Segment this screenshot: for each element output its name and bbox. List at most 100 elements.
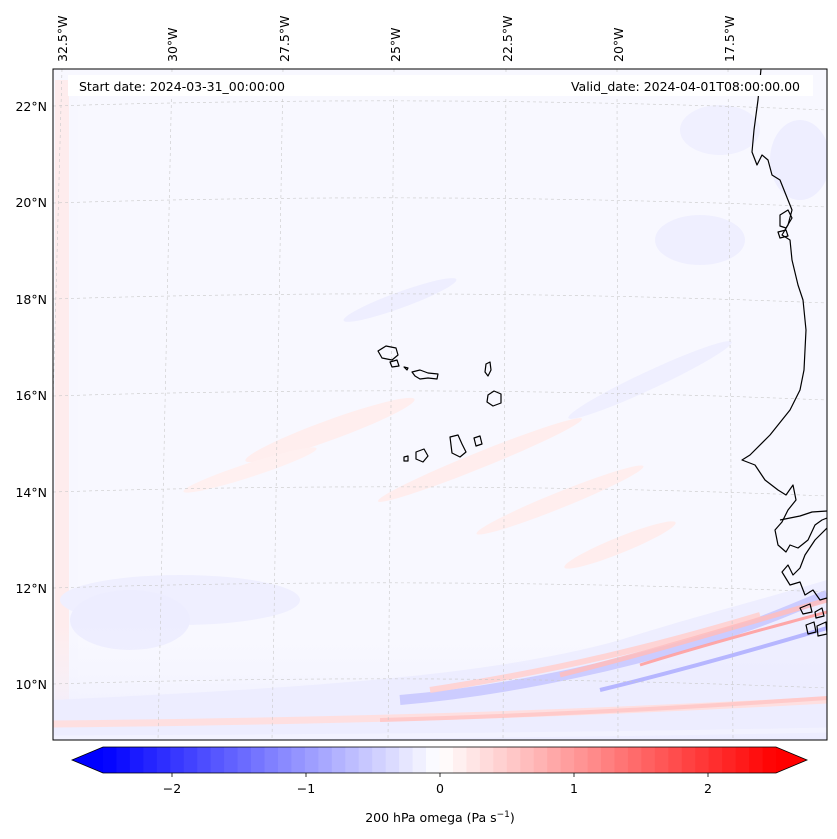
parallel-12n	[53, 582, 827, 593]
colorbar-bin	[224, 747, 238, 773]
colorbar-bin	[183, 747, 198, 773]
colorbar-bin	[170, 747, 185, 773]
brava-island	[403, 455, 409, 462]
colorbar-label: 200 hPa omega (Pa s−1)	[365, 810, 515, 825]
santo-antao-island	[377, 345, 399, 361]
colorbar-bin	[614, 747, 629, 773]
colorbar-bin	[237, 747, 252, 773]
colorbar-bin	[197, 747, 212, 773]
cap-blanc	[777, 209, 793, 239]
lat-label-20n: 20°N	[15, 195, 47, 210]
colorbar-bins	[72, 747, 807, 773]
colorbar-bin	[574, 747, 588, 773]
coastlines	[741, 69, 827, 637]
colorbar-bin	[627, 747, 642, 773]
meridian-25w	[387, 69, 395, 740]
colorbar-bin	[412, 747, 427, 773]
african-coastline	[741, 69, 827, 553]
colorbar-tick-label: 2	[704, 781, 712, 796]
longitude-labels: 32.5°W 30°W 27.5°W 25°W 22.5°W 20°W 17.5…	[55, 16, 737, 62]
colorbar-bin	[668, 747, 683, 773]
colorbar-bin	[116, 747, 131, 773]
lon-label-27-5w: 27.5°W	[277, 16, 292, 62]
lat-label-12n: 12°N	[15, 581, 47, 596]
colorbar-extend-low	[72, 747, 103, 773]
colorbar-bin	[277, 747, 292, 773]
colorbar-bin	[156, 747, 171, 773]
colorbar-bin	[533, 747, 548, 773]
colorbar-tick-label: −1	[297, 781, 315, 796]
colorbar-bin	[547, 747, 562, 773]
colorbar-bin	[722, 747, 737, 773]
colorbar-bin	[506, 747, 521, 773]
colorbar-bin	[601, 747, 615, 773]
colorbar-tick-label: 1	[570, 781, 578, 796]
valid-date-label: Valid_date: 2024-04-01T08:00:00.00	[571, 79, 800, 94]
lon-label-20w: 20°W	[611, 27, 626, 62]
colorbar-bin	[479, 747, 494, 773]
bijagos-islands	[799, 603, 827, 637]
sal-island	[484, 361, 492, 377]
colorbar-ticks	[171, 773, 709, 777]
colorbar-extend-high	[776, 747, 807, 773]
colorbar-bin	[251, 747, 265, 773]
map-panel: Start date: 2024-03-31_00:00:00 Valid_da…	[53, 69, 827, 740]
santiago-island	[449, 434, 467, 458]
colorbar-bin	[358, 747, 373, 773]
colorbar-bin	[749, 747, 763, 773]
parallel-16n	[53, 390, 827, 401]
colorbar-bin	[520, 747, 535, 773]
latitude-labels: 22°N 20°N 18°N 16°N 14°N 12°N 10°N	[15, 99, 47, 692]
colorbar-bin	[466, 747, 481, 773]
meridian-27-5w	[271, 69, 284, 740]
meridian-20w	[616, 69, 619, 740]
colorbar-bin	[345, 747, 360, 773]
colorbar-bin	[439, 747, 454, 773]
colorbar-bin	[331, 747, 346, 773]
gambia-estuary	[779, 510, 827, 521]
colorbar-bin	[264, 747, 279, 773]
parallel-22n	[53, 100, 827, 111]
colorbar-bin	[641, 747, 656, 773]
colorbar-bin	[291, 747, 306, 773]
colorbar: −2 −1 0 1 2 200 hPa omega (Pa s−1)	[70, 746, 809, 825]
sao-vicente-island	[389, 359, 400, 368]
colorbar-bin	[587, 747, 602, 773]
colorbar-bin	[385, 747, 400, 773]
colorbar-bin	[735, 747, 750, 773]
colorbar-bin	[708, 747, 723, 773]
omega-field-features	[53, 80, 827, 740]
boa-vista-island	[486, 390, 502, 407]
map-frame	[52, 68, 828, 741]
colorbar-bin	[452, 747, 467, 773]
colorbar-bin	[681, 747, 696, 773]
lon-label-17-5w: 17.5°W	[722, 16, 737, 62]
cape-verde-islands	[377, 345, 502, 463]
lon-label-22-5w: 22.5°W	[500, 16, 515, 62]
colorbar-bin	[103, 747, 117, 773]
fogo-island	[415, 448, 429, 463]
colorbar-bin	[304, 747, 319, 773]
colorbar-bin	[493, 747, 508, 773]
colorbar-bin	[143, 747, 158, 773]
colorbar-bin	[372, 747, 387, 773]
colorbar-bin	[210, 747, 225, 773]
colorbar-tick-labels: −2 −1 0 1 2	[163, 781, 712, 796]
parallel-20n	[53, 197, 827, 208]
meridian-30w	[157, 69, 173, 740]
colorbar-bin	[399, 747, 413, 773]
colorbar-bin	[654, 747, 669, 773]
colorbar-bin	[129, 747, 144, 773]
colorbar-bin	[560, 747, 575, 773]
parallel-14n	[53, 486, 827, 497]
lat-label-22n: 22°N	[15, 99, 47, 114]
colorbar-bin	[762, 747, 777, 773]
lat-label-16n: 16°N	[15, 388, 47, 403]
santa-luzia-island	[403, 366, 409, 371]
lon-label-25w: 25°W	[388, 27, 403, 62]
meridian-22-5w	[502, 69, 507, 740]
meridian-17-5w	[727, 69, 734, 740]
colorbar-tick-label: 0	[436, 781, 444, 796]
start-date-label: Start date: 2024-03-31_00:00:00	[79, 79, 285, 94]
